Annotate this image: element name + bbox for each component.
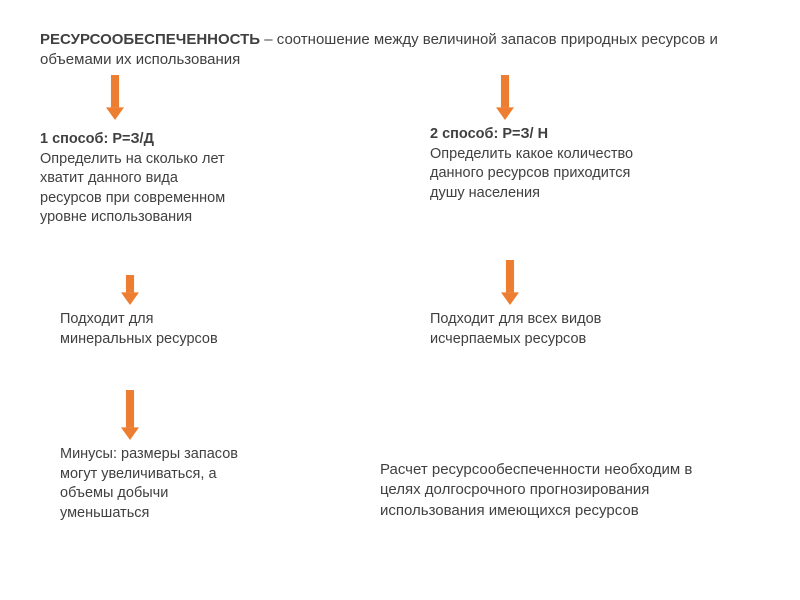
conclusion-text: Расчет ресурсообеспеченности необходим в… [380, 460, 720, 521]
method-1-applicability: Подходит для минеральных ресурсов [60, 310, 230, 349]
method-2-heading: 2 способ: Р=З/ Н [430, 126, 548, 142]
method-2-body: Определить какое количество данного ресу… [430, 146, 633, 201]
method-1: 1 способ: Р=З/Д Определить на сколько ле… [40, 130, 230, 228]
method-2-applicability: Подходит для всех видов исчерпаемых ресу… [430, 310, 630, 349]
method-1-body: Определить на сколько лет хватит данного… [40, 151, 225, 226]
method-2: 2 способ: Р=З/ Н Определить какое количе… [430, 125, 640, 203]
method-1-drawbacks: Минусы: размеры запасов могут увеличиват… [60, 445, 250, 523]
method-1-heading: 1 способ: Р=З/Д [40, 131, 154, 147]
